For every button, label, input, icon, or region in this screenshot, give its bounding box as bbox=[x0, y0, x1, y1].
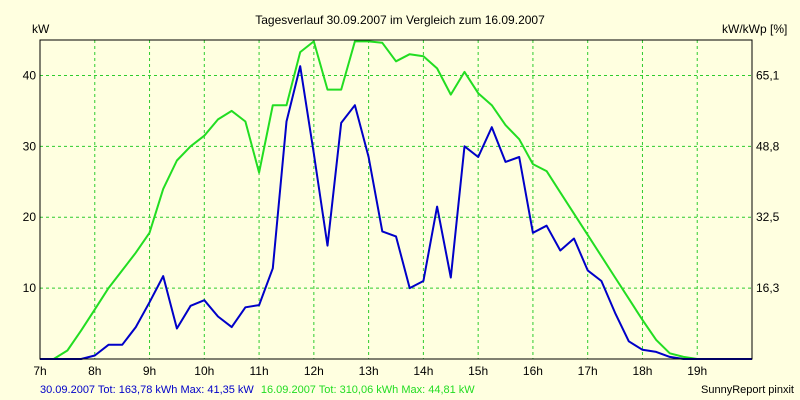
x-tick-label: 13h bbox=[359, 364, 379, 378]
y-tick-label: 10 bbox=[23, 281, 37, 295]
chart-title: Tagesverlauf 30.09.2007 im Vergleich zum… bbox=[255, 13, 545, 27]
footer-credit: SunnyReport pinxit bbox=[701, 384, 794, 396]
x-tick-label: 12h bbox=[304, 364, 324, 378]
x-tick-label: 14h bbox=[413, 364, 433, 378]
y2-tick-label: 32,5 bbox=[756, 210, 780, 224]
y-tick-label: 20 bbox=[23, 210, 37, 224]
y2-tick-label: 16,3 bbox=[756, 281, 780, 295]
y-tick-label: 30 bbox=[23, 139, 37, 153]
x-tick-label: 15h bbox=[468, 364, 488, 378]
footer-left: 30.09.2007 Tot: 163,78 kWh Max: 41,35 kW… bbox=[40, 384, 475, 396]
series-lines bbox=[40, 40, 752, 360]
y-axis-label: kW bbox=[32, 22, 50, 36]
x-tick-label: 9h bbox=[143, 364, 156, 378]
y2-axis-label: kW/kWp [%] bbox=[722, 22, 787, 36]
x-tick-label: 17h bbox=[578, 364, 598, 378]
plot-frame bbox=[39, 39, 753, 360]
y2-tick-label: 65,1 bbox=[756, 68, 780, 82]
y2-tick-label: 48,8 bbox=[756, 139, 780, 153]
series-line-30-09-2007 bbox=[40, 65, 752, 360]
x-tick-label: 7h bbox=[33, 364, 46, 378]
footer-series-1: 30.09.2007 Tot: 163,78 kWh Max: 41,35 kW bbox=[40, 384, 254, 396]
footer-series-2: 16.09.2007 Tot: 310,06 kWh Max: 44,81 kW bbox=[261, 384, 475, 396]
x-tick-label: 18h bbox=[632, 364, 652, 378]
x-tick-label: 19h bbox=[687, 364, 707, 378]
tick-labels: 7h 8h 9h 10h 11h 12h 13h 14h 15h 16h 17h 18h 19h 10 16… bbox=[23, 68, 780, 378]
y-tick-label: 40 bbox=[23, 68, 37, 82]
x-tick-label: 16h bbox=[523, 364, 543, 378]
x-tick-label: 10h bbox=[194, 364, 214, 378]
series-line-16-09-2007 bbox=[40, 40, 752, 360]
x-tick-label: 8h bbox=[88, 364, 101, 378]
x-tick-label: 11h bbox=[250, 364, 269, 378]
